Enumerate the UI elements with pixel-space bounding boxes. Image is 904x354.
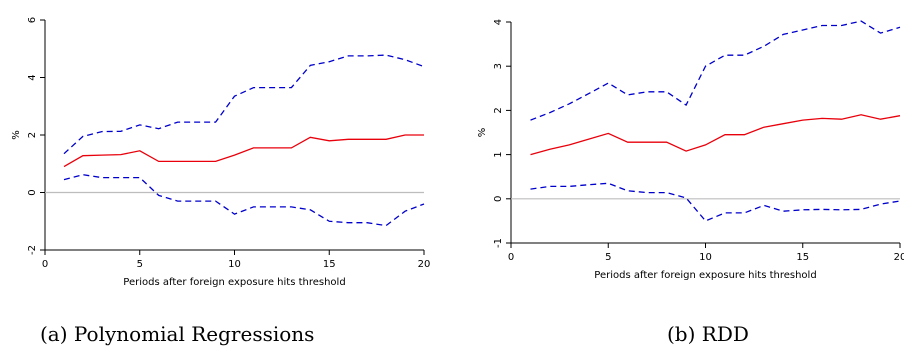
y-tick-label: -1 — [493, 238, 504, 248]
series-line-upper-bound — [530, 20, 901, 121]
y-tick-label: 6 — [27, 17, 38, 23]
y-tick-label: 2 — [27, 132, 38, 138]
x-tick-label: 5 — [605, 252, 611, 263]
series-line-estimate — [530, 114, 901, 156]
x-tick-label: 0 — [42, 259, 48, 270]
caption-b: (b) RDD — [667, 322, 749, 346]
x-tick-label: 20 — [894, 252, 904, 263]
y-tick-label: -2 — [27, 245, 38, 255]
x-tick-label: 20 — [418, 259, 431, 270]
series-line-lower-bound — [530, 182, 901, 222]
y-tick-label: 0 — [27, 189, 38, 195]
x-tick-label: 10 — [228, 259, 241, 270]
y-tick-label: 4 — [493, 19, 504, 25]
chart-b: 0 5 10 15 20 -1 0 1 2 3 4% Periods after foreign ex… — [477, 19, 904, 281]
x-tick-label: 0 — [508, 252, 514, 263]
y-tick-label: 0 — [493, 196, 504, 202]
y-tick-label: 3 — [493, 63, 504, 69]
x-axis-title: Periods after foreign exposure hits thre… — [594, 270, 816, 281]
series-line-estimate — [63, 134, 424, 168]
caption-a: (a) Polynomial Regressions — [40, 322, 315, 346]
y-axis-title: % — [11, 130, 22, 140]
y-tick-label: 4 — [27, 74, 38, 80]
series-line-upper-bound — [63, 54, 425, 155]
y-tick-label: 1 — [493, 151, 504, 157]
x-tick-label: 15 — [323, 259, 336, 270]
x-tick-label: 15 — [796, 252, 809, 263]
chart-a: 0 5 10 15 20 -2 0 2 4 6% Periods after foreign exp… — [11, 17, 431, 288]
x-tick-label: 5 — [137, 259, 143, 270]
y-tick-label: 2 — [493, 107, 504, 113]
chart-panel-a: 0 5 10 15 20 -2 0 2 4 6% Periods after foreign exp… — [0, 0, 450, 300]
chart-panel-b: 0 5 10 15 20 -1 0 1 2 3 4% Periods after foreign ex… — [450, 0, 904, 300]
y-axis-title: % — [477, 128, 488, 138]
x-tick-label: 10 — [699, 252, 712, 263]
x-axis-title: Periods after foreign exposure hits thre… — [123, 277, 345, 288]
series-line-lower-bound — [63, 174, 425, 227]
